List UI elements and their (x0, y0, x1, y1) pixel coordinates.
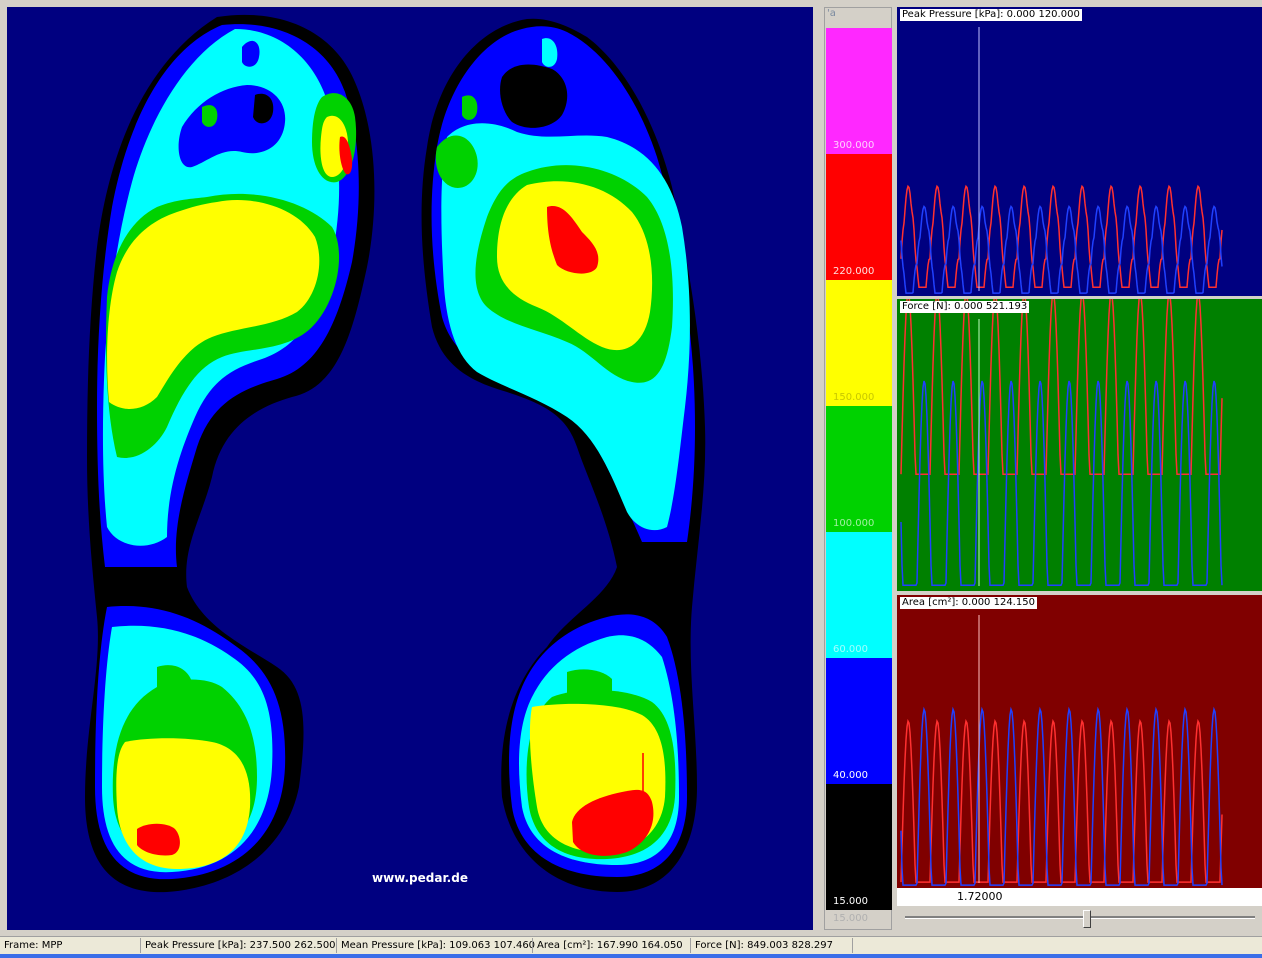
time-readout: 1.72000 (897, 888, 1262, 906)
graph-trace (900, 380, 1223, 586)
status-force: Force [N]: 849.003 828.297 (695, 940, 833, 951)
color-band-label: 15.000 (833, 896, 868, 907)
color-band-label: 60.000 (833, 644, 868, 655)
color-band-label: 220.000 (833, 266, 875, 277)
site-watermark: www.pedar.de (372, 871, 468, 885)
time-value: 1.72000 (957, 890, 1003, 903)
status-peak-pressure: Peak Pressure [kPa]: 237.500 262.500 (145, 940, 336, 951)
color-band-label: 300.000 (833, 140, 875, 151)
peak-pressure-graph[interactable]: Peak Pressure [kPa]: 0.000 120.000 (897, 7, 1262, 296)
color-band (826, 784, 892, 910)
peak-pressure-plot (897, 7, 1262, 296)
color-band (826, 154, 892, 280)
pressure-color-scale: 'a 300.000 220.000 150.000 100.000 60.000 40.… (824, 7, 892, 930)
status-area: Area [cm²]: 167.990 164.050 (537, 940, 683, 951)
taskbar-edge (0, 954, 1262, 958)
slider-track[interactable] (905, 916, 1255, 919)
graph-background (897, 299, 1262, 591)
graph-trace (900, 205, 1223, 294)
graph-background (897, 7, 1262, 296)
color-band (826, 658, 892, 784)
force-graph-title: Force [N]: 0.000 521.193 (900, 301, 1030, 313)
color-scale-bottom-label: 15.000 (833, 913, 868, 924)
status-frame: Frame: MPP (4, 940, 63, 951)
graph-trace (900, 299, 1223, 475)
color-band (826, 28, 892, 154)
status-bar: Frame: MPP Peak Pressure [kPa]: 237.500 … (0, 936, 1262, 955)
area-graph-title: Area [cm²]: 0.000 124.150 (900, 597, 1037, 609)
color-scale-unit: 'a (827, 8, 836, 19)
force-plot (897, 299, 1262, 591)
time-slider[interactable] (897, 906, 1262, 930)
color-band-label: 150.000 (833, 392, 875, 403)
pressure-map-canvas (85, 14, 706, 893)
color-band (826, 406, 892, 532)
area-plot (897, 595, 1262, 888)
peak-pressure-graph-title: Peak Pressure [kPa]: 0.000 120.000 (900, 9, 1082, 21)
slider-thumb[interactable] (1083, 910, 1091, 928)
force-graph[interactable]: Force [N]: 0.000 521.193 (897, 299, 1262, 591)
area-graph[interactable]: Area [cm²]: 0.000 124.150 (897, 595, 1262, 888)
color-band-label: 100.000 (833, 518, 875, 529)
color-band (826, 280, 892, 406)
color-band-label: 40.000 (833, 770, 868, 781)
status-mean-pressure: Mean Pressure [kPa]: 109.063 107.460 (341, 940, 536, 951)
color-band (826, 532, 892, 658)
right-foot-map (421, 18, 706, 892)
graph-trace (900, 706, 1223, 886)
left-foot-map (85, 14, 375, 893)
pressure-map-view[interactable]: www.pedar.de (7, 7, 813, 930)
